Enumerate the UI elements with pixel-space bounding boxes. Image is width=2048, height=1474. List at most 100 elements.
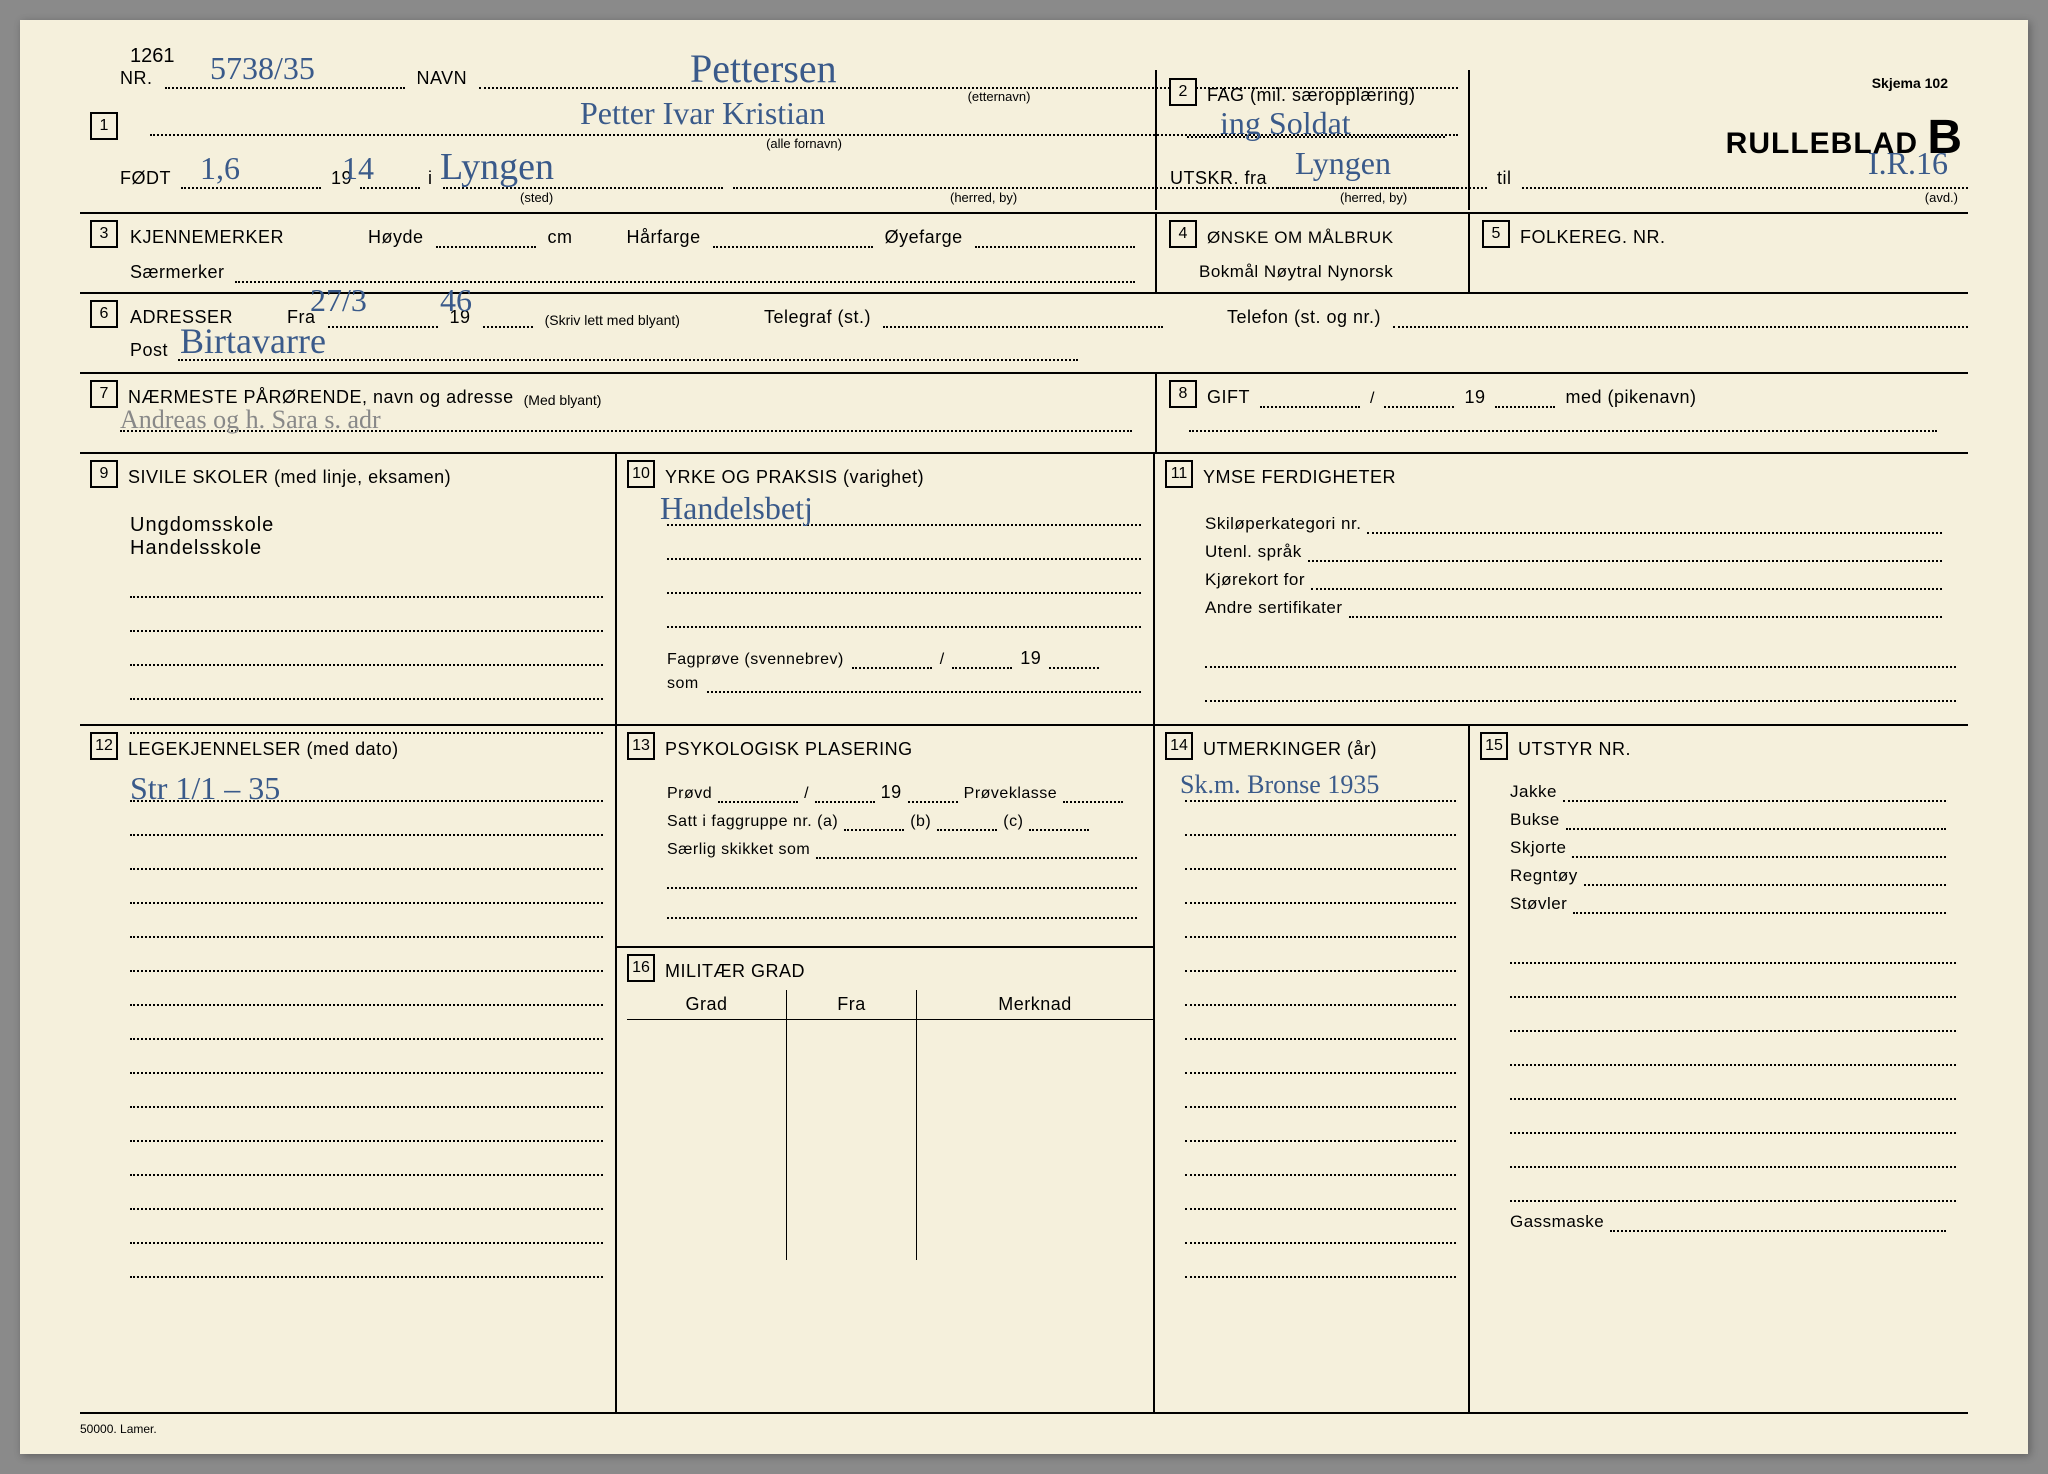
footer-text: 50000. Lamer. — [80, 1422, 157, 1436]
fra-date-value: 27/3 — [310, 282, 367, 319]
navn-label: NAVN — [417, 68, 468, 89]
box-16-num: 16 — [627, 954, 655, 982]
harfarge-label: Hårfarge — [627, 227, 701, 248]
skjorte-label: Skjorte — [1510, 838, 1566, 858]
box-1-num: 1 — [90, 112, 118, 140]
bukse-label: Bukse — [1510, 810, 1560, 830]
avd-sublabel: (avd.) — [1925, 190, 1958, 205]
ski-label: Skiløperkategori nr. — [1205, 514, 1361, 534]
box-4-label: ØNSKE OM MÅLBRUK — [1207, 228, 1394, 248]
nr-label: NR. — [120, 68, 153, 89]
record-card: 1261 Skjema 102 RULLEBLAD B NR. NAVN (et… — [20, 20, 2028, 1454]
page-number: 1261 — [130, 45, 175, 68]
sprak-label: Utenl. språk — [1205, 542, 1302, 562]
saerlig-label: Særlig skikket som — [667, 841, 810, 859]
box-5-num: 5 — [1482, 220, 1510, 248]
utskr-row: UTSKR. fra til — [1170, 168, 1968, 189]
box-14-num: 14 — [1165, 732, 1193, 760]
fornavn-value: Petter Ivar Kristian — [580, 95, 825, 132]
fodt-day-value: 1,6 — [200, 150, 240, 187]
proveklasse-label: Prøveklasse — [964, 785, 1058, 803]
fagprove-year-prefix: 19 — [1020, 648, 1041, 669]
box-8-label: GIFT — [1207, 387, 1250, 408]
etternavn-value: Pettersen — [690, 45, 837, 92]
box-15-num: 15 — [1480, 732, 1508, 760]
box-7-num: 7 — [90, 380, 118, 408]
korekort-label: Kjørekort for — [1205, 570, 1305, 590]
grad-col: Grad — [627, 990, 787, 1019]
utmerk-value: Sk.m. Bronse 1935 — [1180, 770, 1379, 800]
yrke-value: Handelsbetj — [660, 490, 813, 527]
hoyde-label: Høyde — [368, 227, 424, 248]
box-4-num: 4 — [1169, 220, 1197, 248]
til-value: I.R.16 — [1868, 145, 1948, 182]
box-12-num: 12 — [90, 732, 118, 760]
gassmaske-label: Gassmaske — [1510, 1212, 1604, 1232]
provd-year-prefix: 19 — [881, 782, 902, 803]
c-label: (c) — [1003, 813, 1023, 831]
box-14-label: UTMERKINGER (år) — [1203, 739, 1377, 760]
fagprove-label: Fagprøve (svennebrev) — [667, 651, 844, 669]
box-11-label: YMSE FERDIGHETER — [1203, 467, 1396, 488]
til-label: til — [1497, 168, 1512, 189]
telegraf-label: Telegraf (st.) — [764, 307, 871, 328]
box-9-label: SIVILE SKOLER (med linje, eksamen) — [128, 467, 451, 488]
regntoy-label: Regntøy — [1510, 866, 1578, 886]
box-5-label: FOLKEREG. NR. — [1520, 227, 1666, 248]
stovler-label: Støvler — [1510, 894, 1567, 914]
lege-value: Str 1/1 – 35 — [130, 770, 280, 807]
adr-year-value: 46 — [440, 282, 472, 319]
skole-1: Ungdomsskole — [130, 514, 595, 537]
schema-label: Skjema 102 — [1872, 75, 1948, 91]
merknad-col: Merknad — [917, 990, 1153, 1019]
fra-col: Fra — [787, 990, 917, 1019]
som-label: som — [667, 675, 699, 693]
sted-value: Lyngen — [440, 145, 554, 189]
herred-sublabel: (herred, by) — [950, 190, 1017, 205]
b-label: (b) — [910, 813, 931, 831]
provd-label: Prøvd — [667, 785, 712, 803]
skole-2: Handelsskole — [130, 537, 595, 560]
box-10-num: 10 — [627, 460, 655, 488]
box-9-num: 9 — [90, 460, 118, 488]
box-8-med: med (pikenavn) — [1565, 387, 1696, 408]
box-13-label: PSYKOLOGISK PLASERING — [665, 739, 913, 760]
post-value: Birtavarre — [180, 320, 326, 362]
oyefarge-label: Øyefarge — [885, 227, 963, 248]
cm-label: cm — [548, 227, 573, 248]
box-2-label: FAG (mil. særopplæring) — [1207, 85, 1416, 106]
box-15-label: UTSTYR NR. — [1518, 739, 1631, 760]
utskr-value: Lyngen — [1295, 145, 1391, 182]
satt-label: Satt i faggruppe nr. (a) — [667, 813, 838, 831]
telefon-label: Telefon (st. og nr.) — [1227, 307, 1381, 328]
utskr-label: UTSKR. fra — [1170, 168, 1267, 189]
box-7-instruction: (Med blyant) — [524, 392, 602, 408]
parorende-value: Andreas og h. Sara s. adr — [120, 405, 381, 435]
box-12-label: LEGEKJENNELSER (med dato) — [128, 739, 399, 760]
sted-sublabel: (sted) — [520, 190, 553, 205]
fodt-label: FØDT — [120, 168, 171, 189]
box-13-num: 13 — [627, 732, 655, 760]
fodt-i: i — [428, 168, 433, 189]
box-8-year-prefix: 19 — [1464, 387, 1485, 408]
utskr-sublabel: (herred, by) — [1340, 190, 1407, 205]
box-3-num: 3 — [90, 220, 118, 248]
box-2-num: 2 — [1169, 78, 1197, 106]
box-8-num: 8 — [1169, 380, 1197, 408]
fodt-year-value: 14 — [342, 150, 374, 187]
row-91011: 9 SIVILE SKOLER (med linje, eksamen) Ung… — [80, 452, 1968, 724]
sertifikater-label: Andre sertifikater — [1205, 598, 1343, 618]
nr-value: 5738/35 — [210, 50, 315, 87]
row-345: 3 KJENNEMERKER Høyde cm Hårfarge Øyefarg… — [80, 212, 1968, 292]
box-11-num: 11 — [1165, 460, 1193, 488]
adr-instruction: (Skriv lett med blyant) — [545, 312, 680, 328]
post-label: Post — [130, 340, 168, 361]
box-6-num: 6 — [90, 300, 118, 328]
saermerker-label: Særmerker — [130, 262, 225, 283]
box-3-label: KJENNEMERKER — [130, 227, 284, 248]
box-4-options: Bokmål Nøytral Nynorsk — [1169, 262, 1456, 282]
jakke-label: Jakke — [1510, 782, 1557, 802]
box-16-label: MILITÆR GRAD — [665, 961, 805, 982]
box-10-label: YRKE OG PRAKSIS (varighet) — [665, 467, 924, 488]
row-bottom: 12 LEGEKJENNELSER (med dato) 13 PSYKOLOG… — [80, 724, 1968, 1414]
